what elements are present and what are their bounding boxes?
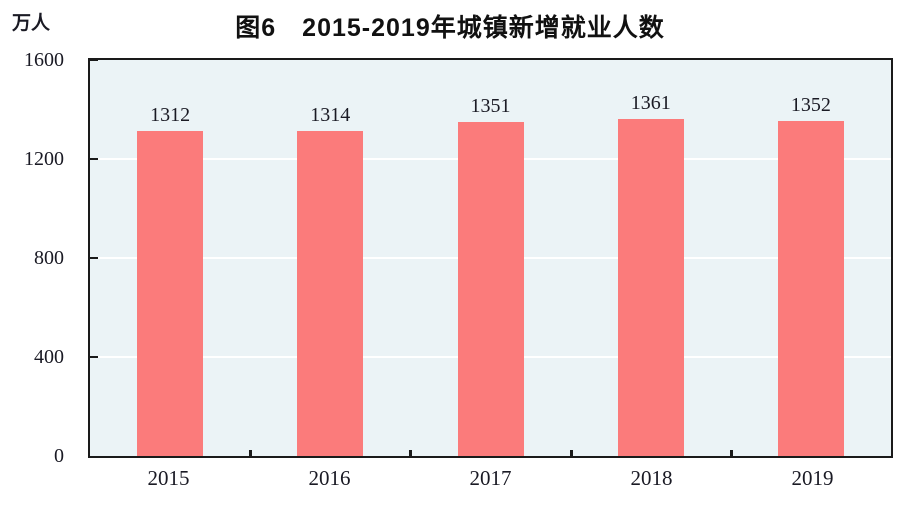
bar-value-label: 1351 bbox=[470, 94, 511, 117]
y-axis-tick-label: 400 bbox=[34, 346, 64, 368]
plot-inner: 1312 1314 1351 1361 1352 bbox=[90, 59, 891, 456]
bar bbox=[777, 121, 844, 456]
bar bbox=[457, 121, 524, 456]
bar-cell: 1352 bbox=[731, 60, 891, 456]
bar-cell: 1351 bbox=[410, 60, 570, 456]
bar-value-label: 1352 bbox=[790, 94, 831, 117]
x-axis-tick bbox=[249, 450, 253, 456]
y-axis-tick-label: 0 bbox=[54, 445, 64, 467]
bar-value-label: 1312 bbox=[150, 104, 191, 127]
y-axis-tick-label: 1200 bbox=[24, 148, 64, 170]
y-axis-tick-label: 800 bbox=[34, 247, 64, 269]
bars-row: 1312 1314 1351 1361 1352 bbox=[90, 60, 891, 456]
x-axis-tick bbox=[729, 450, 733, 456]
y-axis-tick bbox=[90, 158, 98, 160]
x-axis-tick bbox=[569, 450, 573, 456]
x-axis-category-label: 2019 bbox=[791, 466, 834, 490]
y-axis-unit-label: 万人 bbox=[12, 13, 51, 34]
bar-cell: 1361 bbox=[571, 60, 731, 456]
x-axis-category-label: 2016 bbox=[308, 466, 351, 490]
y-axis-tick-label: 1600 bbox=[24, 49, 64, 71]
bar-cell: 1312 bbox=[90, 60, 250, 456]
x-axis-category-label: 2015 bbox=[147, 466, 190, 490]
x-axis-category-label: 2018 bbox=[630, 466, 673, 490]
plot-area: 1312 1314 1351 1361 1352 bbox=[88, 58, 893, 458]
bar bbox=[137, 131, 204, 456]
bar-value-label: 1361 bbox=[630, 92, 671, 115]
chart-title: 图6 2015-2019年城镇新增就业人数 bbox=[235, 14, 665, 42]
bar-value-label: 1314 bbox=[310, 103, 351, 126]
bar bbox=[297, 130, 364, 456]
bar-cell: 1314 bbox=[250, 60, 410, 456]
x-axis-category-labels: 2015 2016 2017 2018 2019 bbox=[88, 466, 893, 491]
y-axis-tick-labels: 0 400 800 1200 1600 bbox=[0, 0, 64, 507]
bar bbox=[617, 119, 684, 456]
y-axis-tick bbox=[90, 257, 98, 259]
y-axis-tick bbox=[90, 59, 98, 61]
y-axis-tick bbox=[90, 356, 98, 358]
x-axis-tick bbox=[409, 450, 413, 456]
x-axis-category-label: 2017 bbox=[469, 466, 512, 490]
